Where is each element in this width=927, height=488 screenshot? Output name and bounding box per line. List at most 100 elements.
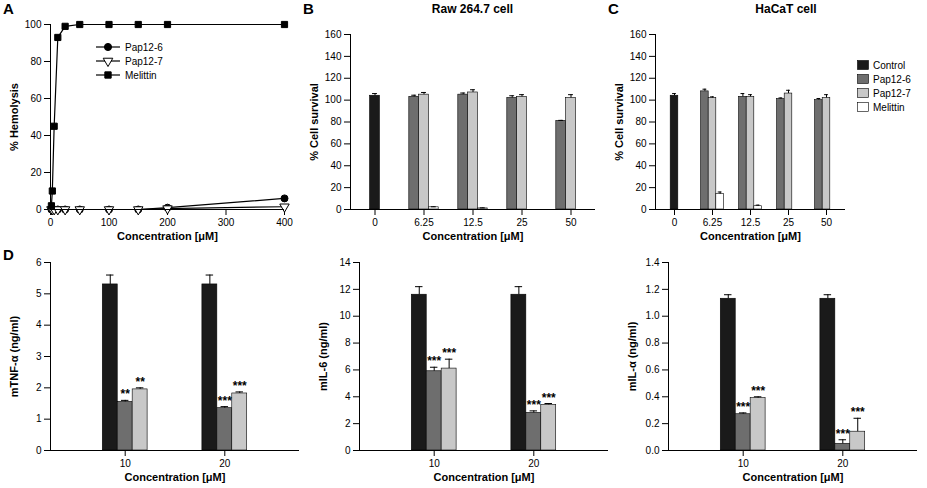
svg-text:2: 2 xyxy=(345,418,351,429)
svg-text:20: 20 xyxy=(330,182,342,193)
svg-text:Concentration [μM]: Concentration [μM] xyxy=(117,230,218,242)
svg-text:50: 50 xyxy=(565,217,577,228)
svg-text:Concentration [μM]: Concentration [μM] xyxy=(743,471,844,483)
svg-text:100: 100 xyxy=(325,94,342,105)
svg-text:0: 0 xyxy=(48,217,54,228)
svg-text:10: 10 xyxy=(738,458,750,469)
svg-text:20: 20 xyxy=(635,182,647,193)
svg-text:mIL-α (ng/ml): mIL-α (ng/ml) xyxy=(626,321,638,391)
svg-text:12.5: 12.5 xyxy=(463,217,483,228)
svg-text:***: *** xyxy=(233,379,247,393)
svg-text:400: 400 xyxy=(276,217,293,228)
svg-text:% Cell survival: % Cell survival xyxy=(613,83,625,161)
svg-text:25: 25 xyxy=(783,217,795,228)
html-text:Pap12-6: Pap12-6 xyxy=(873,73,911,85)
svg-text:0: 0 xyxy=(345,445,351,456)
svg-text:100: 100 xyxy=(25,19,42,30)
svg-text:***: *** xyxy=(851,405,865,419)
svg-text:0: 0 xyxy=(372,217,378,228)
svg-text:4: 4 xyxy=(36,319,42,330)
svg-text:40: 40 xyxy=(635,160,647,171)
svg-text:**: ** xyxy=(135,375,145,389)
svg-text:20: 20 xyxy=(528,458,540,469)
svg-text:120: 120 xyxy=(325,72,342,83)
svg-text:mTNF-α (ng/ml): mTNF-α (ng/ml) xyxy=(8,316,20,398)
svg-text:1.0: 1.0 xyxy=(646,310,660,321)
svg-text:10: 10 xyxy=(429,458,441,469)
svg-text:8: 8 xyxy=(345,337,351,348)
html-text:Raw 264.7 cell: Raw 264.7 cell xyxy=(431,2,514,16)
svg-text:0.4: 0.4 xyxy=(646,391,660,402)
svg-text:20: 20 xyxy=(837,458,849,469)
svg-text:10: 10 xyxy=(120,458,132,469)
svg-text:140: 140 xyxy=(630,51,647,62)
svg-text:0.0: 0.0 xyxy=(646,445,660,456)
svg-text:12: 12 xyxy=(339,284,351,295)
svg-text:40: 40 xyxy=(30,130,42,141)
svg-text:1.2: 1.2 xyxy=(646,284,660,295)
svg-text:120: 120 xyxy=(630,72,647,83)
svg-text:Concentration [μM]: Concentration [μM] xyxy=(434,471,535,483)
svg-text:Concentration [μM]: Concentration [μM] xyxy=(700,230,801,242)
svg-text:***: *** xyxy=(427,354,441,368)
svg-text:50: 50 xyxy=(821,217,833,228)
svg-text:60: 60 xyxy=(30,93,42,104)
svg-text:80: 80 xyxy=(330,116,342,127)
svg-text:6: 6 xyxy=(345,364,351,375)
svg-text:160: 160 xyxy=(630,29,647,40)
html-text:Pap12-7: Pap12-7 xyxy=(125,55,163,67)
svg-text:% Cell survival: % Cell survival xyxy=(308,83,320,161)
svg-text:***: *** xyxy=(527,398,541,412)
html-text:Pap12-7: Pap12-7 xyxy=(873,87,911,99)
svg-text:6.25: 6.25 xyxy=(703,217,723,228)
svg-text:4: 4 xyxy=(345,391,351,402)
svg-text:6: 6 xyxy=(36,257,42,268)
svg-text:25: 25 xyxy=(516,217,528,228)
svg-text:5: 5 xyxy=(36,288,42,299)
svg-text:10: 10 xyxy=(339,310,351,321)
svg-text:0: 0 xyxy=(36,445,42,456)
svg-text:0: 0 xyxy=(672,217,678,228)
svg-text:60: 60 xyxy=(330,138,342,149)
svg-text:300: 300 xyxy=(218,217,235,228)
svg-text:***: *** xyxy=(218,394,232,408)
svg-text:12.5: 12.5 xyxy=(741,217,761,228)
html-text:Pap12-6: Pap12-6 xyxy=(125,41,163,53)
svg-text:100: 100 xyxy=(101,217,118,228)
svg-text:20: 20 xyxy=(30,167,42,178)
svg-text:0.2: 0.2 xyxy=(646,418,660,429)
svg-text:***: *** xyxy=(736,400,750,414)
html-text:Control: Control xyxy=(873,59,906,71)
svg-text:100: 100 xyxy=(630,94,647,105)
svg-text:0.6: 0.6 xyxy=(646,364,660,375)
svg-text:% Hemolysis: % Hemolysis xyxy=(8,83,20,151)
svg-text:0: 0 xyxy=(641,204,647,215)
svg-text:6.25: 6.25 xyxy=(414,217,434,228)
svg-text:140: 140 xyxy=(325,51,342,62)
svg-text:60: 60 xyxy=(635,138,647,149)
svg-text:***: *** xyxy=(751,384,765,398)
svg-text:***: *** xyxy=(442,346,456,360)
html-text:Melittin: Melittin xyxy=(125,69,157,81)
svg-text:0.8: 0.8 xyxy=(646,337,660,348)
svg-text:3: 3 xyxy=(36,351,42,362)
svg-text:40: 40 xyxy=(330,160,342,171)
svg-text:***: *** xyxy=(542,391,556,405)
svg-text:mIL-6 (ng/ml): mIL-6 (ng/ml) xyxy=(317,322,329,391)
svg-text:**: ** xyxy=(121,387,131,401)
svg-text:80: 80 xyxy=(635,116,647,127)
svg-text:1.4: 1.4 xyxy=(646,257,660,268)
svg-text:Concentration [μM]: Concentration [μM] xyxy=(423,230,524,242)
svg-text:20: 20 xyxy=(219,458,231,469)
html-text:HaCaT cell: HaCaT cell xyxy=(755,2,817,16)
svg-text:0: 0 xyxy=(336,204,342,215)
svg-text:160: 160 xyxy=(325,29,342,40)
svg-text:***: *** xyxy=(836,427,850,441)
svg-text:1: 1 xyxy=(36,413,42,424)
svg-text:80: 80 xyxy=(30,56,42,67)
svg-text:Concentration [μM]: Concentration [μM] xyxy=(125,471,226,483)
svg-text:2: 2 xyxy=(36,382,42,393)
svg-text:0: 0 xyxy=(36,204,42,215)
svg-text:200: 200 xyxy=(159,217,176,228)
svg-text:14: 14 xyxy=(339,257,351,268)
